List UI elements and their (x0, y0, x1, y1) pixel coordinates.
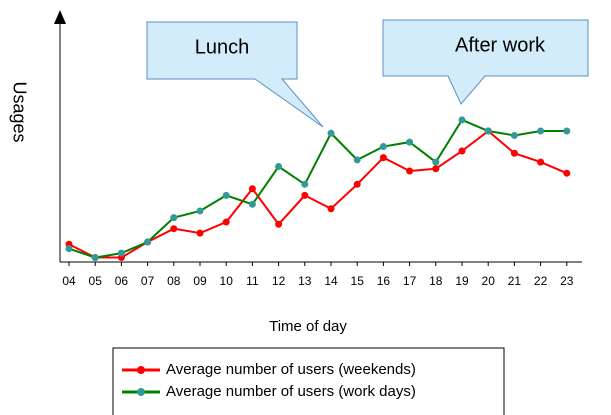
data-point (91, 254, 99, 262)
legend-label: Average number of users (weekends) (166, 361, 416, 378)
data-point (458, 116, 466, 124)
data-point (432, 158, 440, 166)
data-point (563, 169, 571, 177)
data-point (248, 200, 256, 208)
data-point (406, 138, 414, 146)
data-point (144, 238, 152, 246)
series-line (68, 129, 568, 259)
x-tick-label: 21 (508, 274, 522, 288)
y-axis-label: Usages (9, 81, 29, 142)
x-tick-label: 10 (220, 274, 234, 288)
x-tick-label: 11 (246, 274, 259, 288)
data-point (537, 127, 545, 135)
data-point (379, 154, 387, 162)
data-point (275, 163, 283, 171)
x-tick-label: 08 (167, 274, 181, 288)
x-tick-label: 15 (351, 274, 365, 288)
x-tick-label: 17 (403, 274, 417, 288)
data-point (327, 129, 335, 137)
data-point (117, 249, 125, 257)
data-point (432, 165, 440, 173)
data-point (537, 158, 545, 166)
x-axis-label: Time of day (269, 318, 347, 335)
data-point (563, 127, 571, 135)
data-point (353, 156, 361, 164)
data-point (222, 191, 230, 199)
data-point (170, 214, 178, 222)
x-tick-label: 23 (560, 274, 574, 288)
x-tick-label: 09 (193, 274, 207, 288)
x-tick-label: 16 (377, 274, 391, 288)
x-tick-label: 14 (324, 274, 338, 288)
data-point (196, 229, 204, 237)
data-point (458, 147, 466, 155)
callout-text: Lunch (195, 36, 250, 58)
data-point (484, 127, 492, 135)
data-point (248, 185, 256, 193)
data-point (301, 180, 309, 188)
x-tick-label: 04 (62, 274, 76, 288)
y-axis-arrow (54, 10, 66, 24)
data-point (327, 205, 335, 213)
data-point (301, 191, 309, 199)
series-line (68, 118, 567, 259)
legend-marker (137, 366, 145, 374)
data-point (406, 167, 414, 175)
data-point (275, 220, 283, 228)
legend-label: Average number of users (work days) (166, 383, 416, 400)
x-tick-label: 18 (429, 274, 443, 288)
x-tick-label: 20 (482, 274, 496, 288)
x-tick-label: 12 (272, 274, 286, 288)
data-point (196, 207, 204, 215)
x-tick-label: 13 (298, 274, 312, 288)
callout (382, 19, 589, 105)
x-tick-label: 06 (115, 274, 129, 288)
x-tick-label: 05 (89, 274, 103, 288)
data-point (510, 131, 518, 139)
x-tick-label: 22 (534, 274, 548, 288)
data-point (510, 149, 518, 157)
legend (112, 347, 505, 415)
data-point (222, 218, 230, 226)
callout (146, 21, 324, 128)
data-point (353, 180, 361, 188)
x-tick-label: 19 (455, 274, 469, 288)
callout-text: After work (455, 34, 546, 56)
data-point (379, 143, 387, 151)
data-point (170, 225, 178, 233)
legend-marker (137, 388, 145, 396)
data-point (65, 245, 73, 253)
x-tick-label: 07 (141, 274, 155, 288)
